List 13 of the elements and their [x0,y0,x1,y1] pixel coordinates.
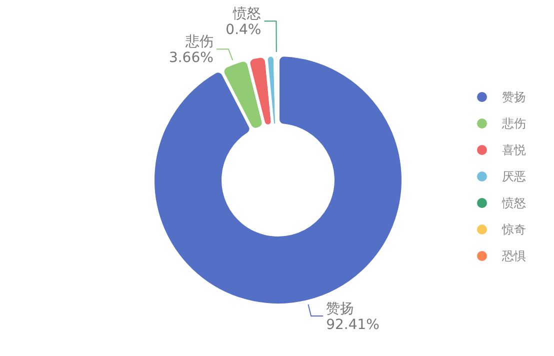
data-label: 3.66% [168,50,214,66]
legend-label: 惊奇 [501,222,526,236]
legend-label: 赞扬 [502,90,526,104]
legend-label: 愤怒 [501,196,526,210]
slice-label: 赞扬 [326,301,354,318]
slice-label: 悲伤 [184,34,214,50]
data-label: 0.4% [226,22,262,38]
legend-label: 恐惧 [501,249,526,263]
legend-label: 厌恶 [502,170,526,184]
slice-label: 愤怒 [232,6,262,22]
data-label: 92.41% [326,317,380,334]
legend-label: 悲伤 [501,116,526,130]
legend-label: 喜悦 [502,143,526,157]
